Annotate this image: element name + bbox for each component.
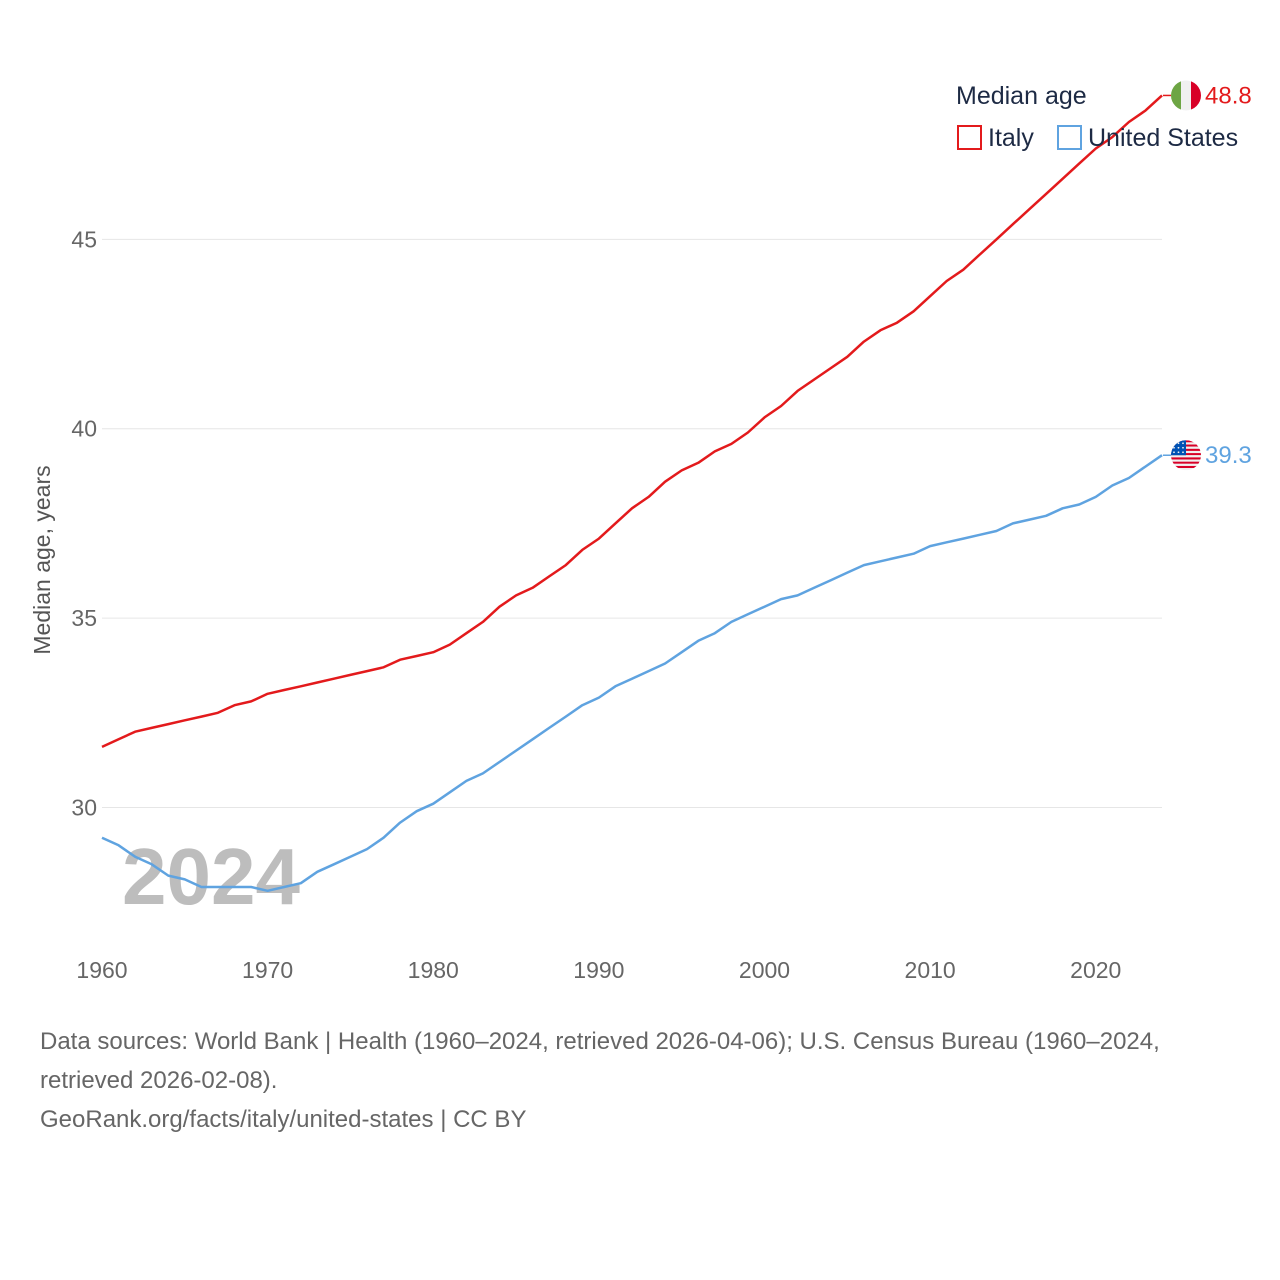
x-axis-ticks: 1960 1970 1980 1990 2000 2010 2020 [76, 957, 1121, 983]
legend-swatch-italy [957, 125, 982, 150]
end-label-united-states: 39.3 [1205, 442, 1252, 469]
y-tick-label-45: 45 [71, 226, 97, 252]
credit-text: GeoRank.org/facts/italy/united-states | … [40, 1106, 527, 1133]
x-tick-label-1970: 1970 [242, 957, 293, 983]
x-tick-label-2020: 2020 [1070, 957, 1121, 983]
legend-title: Median age [956, 82, 1087, 110]
italy-flag-icon [1163, 80, 1201, 111]
x-tick-label-1980: 1980 [408, 957, 459, 983]
legend-label-united-states: United States [1088, 124, 1238, 152]
grid-lines [102, 238, 1162, 808]
y-tick-label-30: 30 [71, 794, 97, 820]
legend-label-italy: Italy [988, 124, 1034, 152]
series-lines [101, 94, 1163, 893]
x-tick-label-1960: 1960 [76, 957, 127, 983]
series-line-italy[interactable] [101, 94, 1163, 749]
data-sources-text: Data sources: World Bank | Health (1960–… [40, 1028, 1160, 1094]
series-line-united-states[interactable] [101, 454, 1163, 893]
y-tick-label-35: 35 [71, 605, 97, 631]
legend[interactable]: Median age Italy United States [956, 82, 1238, 152]
series-end-markers: 48.8 39.3 [1163, 80, 1252, 471]
usa-flag-icon [1163, 440, 1201, 471]
footer: Data sources: World Bank | Health (1960–… [40, 1022, 1250, 1139]
legend-swatch-united-states [1057, 125, 1082, 150]
legend-item-united-states[interactable]: United States [1057, 124, 1238, 152]
y-axis-title: Median age, years [29, 465, 55, 654]
x-tick-label-2010: 2010 [905, 957, 956, 983]
end-label-italy: 48.8 [1205, 82, 1252, 109]
legend-item-italy[interactable]: Italy [957, 124, 1034, 152]
median-age-chart: 30 35 40 45 1960 1970 1980 1990 2000 2010 2020 Me… [29, 80, 1252, 983]
year-watermark: 2024 [122, 832, 300, 921]
x-tick-label-1990: 1990 [573, 957, 624, 983]
y-tick-label-40: 40 [71, 416, 97, 442]
y-axis-ticks: 30 35 40 45 [71, 226, 97, 820]
x-tick-label-2000: 2000 [739, 957, 790, 983]
